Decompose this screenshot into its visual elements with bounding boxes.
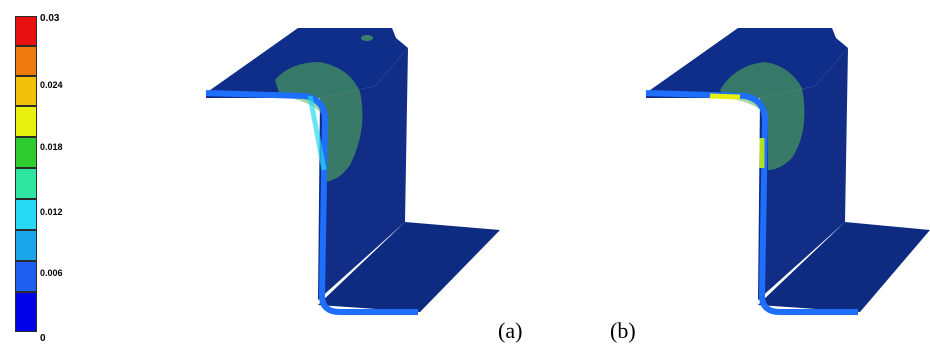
strain-hotspot bbox=[720, 62, 805, 170]
edge-highlight bbox=[645, 90, 858, 315]
legend-tick-0.012: 0.012 bbox=[40, 207, 63, 217]
fea-model-a bbox=[205, 28, 500, 315]
edge-highlight-cyan bbox=[307, 95, 327, 171]
bottom-flange bbox=[318, 222, 500, 312]
legend-swatch-7 bbox=[15, 230, 37, 261]
legend-tick-0: 0 bbox=[40, 333, 46, 344]
legend-tick-0.006: 0.006 bbox=[40, 268, 63, 278]
legend-swatch-2 bbox=[15, 76, 37, 106]
caption-b: (b) bbox=[610, 318, 636, 343]
edge-highlight bbox=[205, 90, 418, 315]
caption-a: (a) bbox=[498, 318, 523, 343]
strain-hotspot bbox=[275, 62, 363, 182]
legend-swatch-1 bbox=[15, 46, 37, 76]
bottom-flange bbox=[758, 222, 930, 312]
legend-swatch-3 bbox=[15, 106, 37, 137]
legend-tick-0.03: 0.03 bbox=[40, 13, 60, 24]
legend-tick-0.024: 0.024 bbox=[40, 80, 63, 90]
fea-model-b bbox=[645, 28, 930, 315]
legend-swatch-4 bbox=[15, 137, 37, 168]
legend-swatch-6 bbox=[15, 199, 37, 230]
legend-tick-0.018: 0.018 bbox=[40, 142, 63, 152]
legend-swatch-9 bbox=[15, 292, 37, 332]
legend-swatch-0 bbox=[15, 16, 37, 46]
strain-speckle bbox=[361, 35, 373, 41]
legend-swatch-5 bbox=[15, 168, 37, 199]
legend-swatch-8 bbox=[15, 261, 37, 292]
edge-highlight-yellow bbox=[709, 93, 741, 100]
top-flange bbox=[646, 28, 848, 98]
color-scale-legend: 0.03 0.024 0.018 0.012 0.006 0 bbox=[0, 0, 120, 349]
